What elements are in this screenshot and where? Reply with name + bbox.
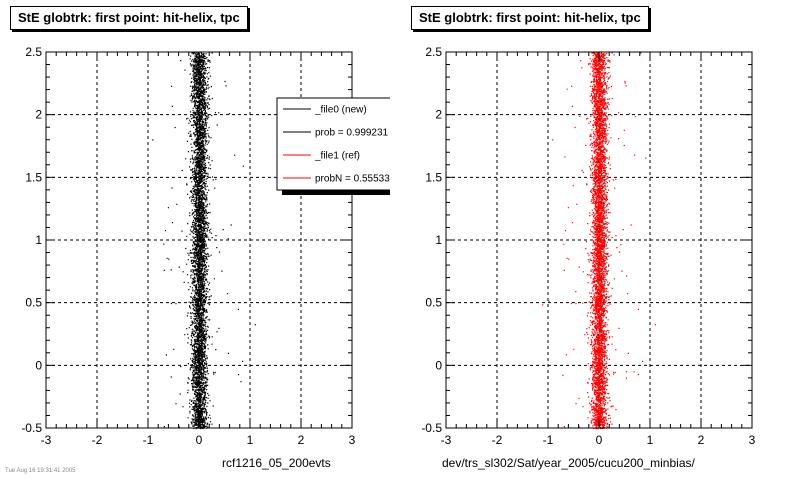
- legend-entry-label: _file1 (ref): [314, 151, 360, 162]
- x-tick-label: 2: [698, 433, 705, 447]
- left-run-label: rcf1216_05_200evts: [222, 456, 331, 470]
- x-tick-label: 0: [196, 433, 203, 447]
- x-tick-label: -2: [92, 433, 103, 447]
- y-tick-label: -0.5: [21, 421, 42, 435]
- y-tick-label: 0: [435, 358, 442, 372]
- y-tick-label: -0.5: [421, 421, 442, 435]
- y-tick-label: 2: [35, 108, 42, 122]
- y-tick-label: 1.5: [25, 170, 42, 184]
- right-panel-title: StE globtrk: first point: hit-helix, tpc: [411, 6, 649, 30]
- legend: _file0 (new) prob = 0.999231 _file1 (ref) p…: [276, 97, 396, 195]
- y-tick-label: 0: [35, 358, 42, 372]
- series-_file0 (new): [152, 52, 256, 430]
- legend-box: [276, 97, 390, 191]
- x-tick-label: -3: [441, 433, 452, 447]
- x-tick-label: -1: [543, 433, 554, 447]
- y-tick-label: 1: [35, 233, 42, 247]
- x-tick-label: -1: [143, 433, 154, 447]
- legend-entry-label: _file0 (new): [314, 105, 367, 116]
- right-run-label: dev/trs_sl302/Sat/year_2005/cucu200_minb…: [442, 456, 695, 470]
- data-points: [152, 52, 256, 430]
- x-tick-label: 0: [596, 433, 603, 447]
- data-points: [542, 52, 656, 430]
- y-tick-label: 2.5: [25, 45, 42, 59]
- legend-entry-label: prob = 0.999231: [315, 128, 389, 139]
- x-tick-label: 3: [749, 433, 756, 447]
- y-tick-label: 2: [435, 108, 442, 122]
- y-tick-label: 2.5: [425, 45, 442, 59]
- x-tick-label: -3: [41, 433, 52, 447]
- y-tick-label: 1: [435, 233, 442, 247]
- legend-entry-label: probN = 0.555339: [315, 174, 396, 185]
- series-_file1 (ref): [542, 52, 656, 430]
- timestamp-footer: Tue Aug 16 19:31:41 2005: [5, 468, 76, 474]
- left-panel-title: StE globtrk: first point: hit-helix, tpc: [10, 6, 248, 30]
- y-tick-label: 1.5: [425, 170, 442, 184]
- plot-panel-0: -3 -2 -1 0 1 2 3 -0.5 0 0.5 1 1.5 2 2.5 _file0 (new) pr…: [21, 45, 396, 447]
- x-tick-label: 1: [247, 433, 254, 447]
- plot-panel-1: -3 -2 -1 0 1 2 3 -0.5 0 0.5 1 1.5 2 2.5: [421, 45, 755, 447]
- x-tick-label: -2: [492, 433, 503, 447]
- x-tick-label: 1: [647, 433, 654, 447]
- x-tick-label: 3: [349, 433, 356, 447]
- y-tick-label: 0.5: [25, 296, 42, 310]
- x-tick-label: 2: [298, 433, 305, 447]
- y-tick-label: 0.5: [425, 296, 442, 310]
